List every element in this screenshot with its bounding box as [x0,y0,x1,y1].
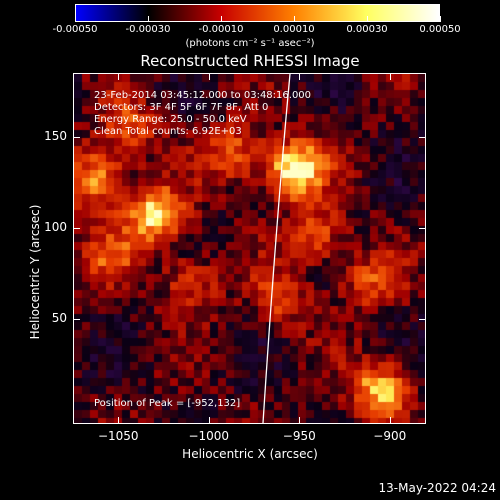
x-tick-mark [299,417,301,424]
x-tick-label: −1000 [188,429,230,443]
colorbar-tick-label: 0.00010 [273,24,315,35]
x-tick-mark [208,417,210,424]
heatmap-image [74,74,425,423]
y-tick-mark [419,318,426,320]
info-energy-range: Energy Range: 25.0 - 50.0 keV [94,114,247,125]
y-axis-label: Heliocentric Y (arcsec) [28,204,42,340]
solar-limb-line [262,74,291,423]
colorbar-tick-label: -0.00030 [125,24,171,35]
limb-path [262,74,291,423]
x-tick-mark [389,417,391,424]
x-tick-mark [118,417,120,424]
colorbar-tick-mark [75,16,76,22]
x-axis-label: Heliocentric X (arcsec) [182,447,318,461]
footer-timestamp: 13-May-2022 04:24 [378,481,496,495]
colorbar-tick-label: 0.00050 [419,24,461,35]
y-tick-mark [73,136,80,138]
chart-title: Reconstructed RHESSI Image [140,52,360,70]
x-tick-label: −900 [373,429,407,443]
colorbar-tick-label: -0.00050 [52,24,98,35]
x-tick-label: −1050 [97,429,139,443]
colorbar-tick-mark [148,16,149,22]
info-clean-counts: Clean Total counts: 6.92E+03 [94,126,242,137]
y-tick-label: 100 [44,219,67,234]
peak-position: Position of Peak = [-952,132] [94,398,241,409]
x-tick-mark [118,73,120,80]
y-tick-mark [73,318,80,320]
colorbar-tick-label: 0.00030 [346,24,388,35]
colorbar-tick-mark [440,16,441,22]
info-detectors: Detectors: 3F 4F 5F 6F 7F 8F, Att 0 [94,102,269,113]
y-tick-label: 150 [44,128,67,143]
colorbar-tick-mark [294,16,295,22]
y-tick-mark [419,227,426,229]
info-time-range: 23-Feb-2014 03:45:12.000 to 03:48:16.000 [94,90,312,101]
y-tick-label: 50 [51,310,67,325]
y-tick-mark [419,136,426,138]
colorbar-unit: (photons cm⁻² s⁻¹ asec⁻²) [185,38,315,49]
x-tick-mark [299,73,301,80]
x-tick-label: −950 [282,429,316,443]
colorbar-tick-mark [367,16,368,22]
colorbar-tick-mark [221,16,222,22]
colorbar-tick-label: -0.00010 [198,24,244,35]
x-tick-mark [389,73,391,80]
plot-area [73,73,426,424]
y-tick-mark [73,227,80,229]
colorbar [75,4,440,22]
x-tick-mark [208,73,210,80]
